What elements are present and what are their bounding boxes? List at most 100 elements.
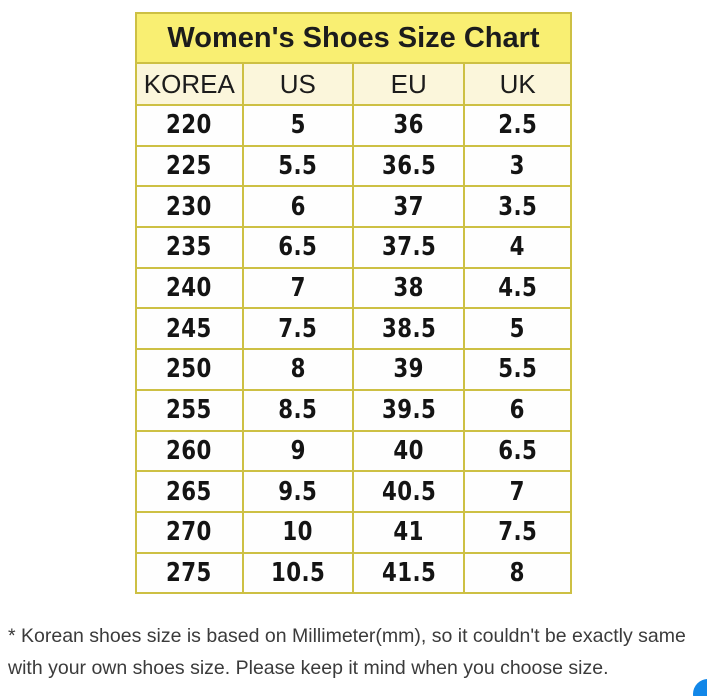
table-cell: 36 bbox=[352, 104, 466, 147]
cell-value: 225 bbox=[166, 151, 213, 182]
cell-value: 235 bbox=[166, 232, 213, 263]
cell-value: 270 bbox=[166, 517, 213, 548]
table-cell: 245 bbox=[135, 307, 244, 351]
cell-value: 7 bbox=[510, 476, 526, 507]
title-row: Women's Shoes Size Chart bbox=[135, 12, 572, 64]
cell-value: 245 bbox=[166, 313, 213, 344]
floating-action-button[interactable] bbox=[693, 679, 707, 696]
cell-value: 41 bbox=[393, 517, 424, 548]
table-cell: 36.5 bbox=[352, 144, 466, 188]
table-cell: 2.5 bbox=[463, 104, 572, 147]
table-row: 235 6.5 37.5 4 bbox=[135, 226, 572, 269]
cell-value: 40.5 bbox=[381, 476, 436, 507]
table-cell: 38.5 bbox=[352, 307, 466, 351]
table-row: 245 7.5 38.5 5 bbox=[135, 307, 572, 351]
cell-value: 38.5 bbox=[381, 313, 436, 344]
table-cell: 9.5 bbox=[241, 470, 355, 513]
cell-value: 3.5 bbox=[498, 191, 538, 222]
cell-value: 275 bbox=[166, 557, 213, 588]
column-header-us: US bbox=[241, 62, 355, 106]
table-cell: 265 bbox=[135, 470, 244, 513]
table-row: 250 8 39 5.5 bbox=[135, 348, 572, 391]
table-row: 255 8.5 39.5 6 bbox=[135, 388, 572, 432]
table-cell: 8 bbox=[463, 551, 572, 595]
table-cell: 7.5 bbox=[241, 307, 355, 351]
size-chart-table: Women's Shoes Size Chart KOREA US EU UK … bbox=[135, 12, 572, 595]
table-cell: 5 bbox=[241, 104, 355, 147]
table-row: 260 9 40 6.5 bbox=[135, 429, 572, 473]
cell-value: 250 bbox=[166, 354, 213, 385]
cell-value: 37 bbox=[393, 191, 424, 222]
table-cell: 225 bbox=[135, 144, 244, 188]
cell-value: 230 bbox=[166, 191, 213, 222]
cell-value: 10 bbox=[282, 517, 314, 548]
cell-value: 6.5 bbox=[278, 232, 318, 263]
table-cell: 260 bbox=[135, 429, 244, 473]
cell-value: 41.5 bbox=[381, 557, 436, 588]
table-cell: 275 bbox=[135, 551, 244, 595]
table-cell: 6.5 bbox=[463, 429, 572, 473]
cell-value: 240 bbox=[166, 273, 213, 304]
table-cell: 8.5 bbox=[241, 388, 355, 432]
cell-value: 3 bbox=[510, 151, 526, 182]
table-cell: 8 bbox=[241, 348, 355, 391]
table-cell: 10.5 bbox=[241, 551, 355, 595]
cell-value: 39.5 bbox=[381, 395, 436, 426]
chart-title: Women's Shoes Size Chart bbox=[135, 12, 572, 64]
cell-value: 6 bbox=[290, 191, 306, 222]
cell-value: 265 bbox=[166, 476, 213, 507]
table-cell: 3 bbox=[463, 144, 572, 188]
cell-value: 255 bbox=[166, 395, 213, 426]
table-cell: 4.5 bbox=[463, 266, 572, 310]
cell-value: 10.5 bbox=[270, 557, 325, 588]
table-cell: 37 bbox=[352, 185, 466, 229]
table-cell: 7 bbox=[463, 470, 572, 513]
table-row: 230 6 37 3.5 bbox=[135, 185, 572, 229]
cell-value: 6 bbox=[510, 395, 526, 426]
cell-value: 5.5 bbox=[498, 354, 538, 385]
cell-value: 8 bbox=[510, 557, 526, 588]
cell-value: 5 bbox=[510, 313, 526, 344]
table-row: 275 10.5 41.5 8 bbox=[135, 551, 572, 595]
table-cell: 39.5 bbox=[352, 388, 466, 432]
size-table-body: 220 5 36 2.5 225 5.5 36.5 3 230 6 37 3.5 235 6.5 37.5 4… bbox=[135, 104, 572, 595]
table-cell: 41 bbox=[352, 510, 466, 554]
cell-value: 7.5 bbox=[278, 313, 318, 344]
footnote-line-1: * Korean shoes size is based on Millimet… bbox=[8, 625, 686, 647]
table-cell: 250 bbox=[135, 348, 244, 391]
table-cell: 7 bbox=[241, 266, 355, 310]
table-cell: 255 bbox=[135, 388, 244, 432]
table-row: 225 5.5 36.5 3 bbox=[135, 144, 572, 188]
cell-value: 8 bbox=[290, 354, 306, 385]
table-row: 240 7 38 4.5 bbox=[135, 266, 572, 310]
table-cell: 40 bbox=[352, 429, 466, 473]
table-cell: 39 bbox=[352, 348, 466, 391]
table-cell: 3.5 bbox=[463, 185, 572, 229]
table-cell: 270 bbox=[135, 510, 244, 554]
table-cell: 6 bbox=[241, 185, 355, 229]
table-cell: 10 bbox=[241, 510, 355, 554]
table-cell: 40.5 bbox=[352, 470, 466, 513]
table-cell: 41.5 bbox=[352, 551, 466, 595]
table-cell: 9 bbox=[241, 429, 355, 473]
cell-value: 9 bbox=[290, 435, 306, 466]
cell-value: 220 bbox=[166, 110, 213, 141]
cell-value: 7 bbox=[290, 273, 306, 304]
cell-value: 38 bbox=[393, 273, 424, 304]
cell-value: 5 bbox=[290, 110, 306, 141]
table-row: 220 5 36 2.5 bbox=[135, 104, 572, 147]
table-row: 270 10 41 7.5 bbox=[135, 510, 572, 554]
table-cell: 4 bbox=[463, 226, 572, 269]
header-row: KOREA US EU UK bbox=[135, 62, 572, 106]
cell-value: 39 bbox=[393, 354, 424, 385]
cell-value: 9.5 bbox=[278, 476, 318, 507]
cell-value: 40 bbox=[393, 435, 424, 466]
table-cell: 235 bbox=[135, 226, 244, 269]
footnote-line-2: with your own shoes size. Please keep it… bbox=[8, 656, 609, 679]
table-row: 265 9.5 40.5 7 bbox=[135, 470, 572, 513]
table-cell: 5.5 bbox=[463, 348, 572, 391]
cell-value: 5.5 bbox=[278, 151, 318, 182]
table-cell: 240 bbox=[135, 266, 244, 310]
table-cell: 37.5 bbox=[352, 226, 466, 269]
